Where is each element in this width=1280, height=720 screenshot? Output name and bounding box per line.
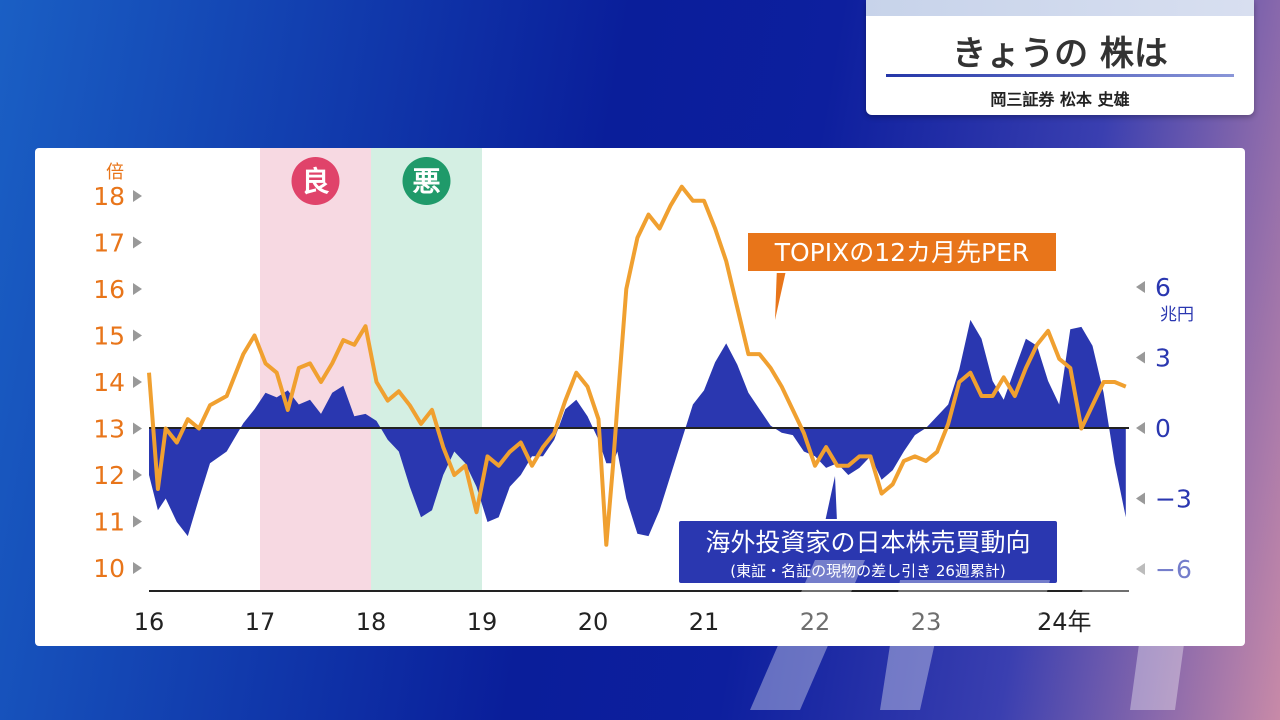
band-badge-label-1: 悪 <box>412 165 440 198</box>
x-tick-label: 19 <box>467 608 498 636</box>
left-tick-label: 13 <box>93 415 125 444</box>
per-line <box>147 184 1127 547</box>
chart-svg: 良悪161718192021222324年倍181716151413121110… <box>93 148 1194 636</box>
left-tick-arrow <box>133 329 142 342</box>
left-tick-label: 16 <box>93 275 125 304</box>
x-tick-label: 17 <box>245 608 276 636</box>
x-tick-label: 24年 <box>1037 608 1092 636</box>
right-tick-arrow <box>1136 281 1145 293</box>
right-tick-arrow <box>1136 563 1145 575</box>
left-tick-label: 11 <box>93 508 125 537</box>
right-tick-label: 6 <box>1155 273 1171 302</box>
right-tick-arrow <box>1136 351 1145 364</box>
title-rule <box>886 74 1234 77</box>
x-tick-label: 20 <box>578 608 609 636</box>
x-tick-label: 23 <box>911 608 942 636</box>
left-tick-arrow <box>133 469 142 481</box>
right-tick-label: −3 <box>1155 485 1192 514</box>
band-1 <box>371 148 482 591</box>
right-tick-arrow <box>1136 492 1145 505</box>
flow-callout-label: 海外投資家の日本株売買動向 <box>705 528 1030 557</box>
title-card: きょうの 株は 岡三証券 松本 史雄 <box>866 0 1254 115</box>
flow-callout-sublabel: (東証・名証の現物の差し引き 26週累計) <box>730 562 1006 580</box>
left-tick-arrow <box>133 376 142 388</box>
program-title: きょうの 株は <box>952 34 1168 74</box>
left-tick-arrow <box>133 515 142 528</box>
left-tick-arrow <box>133 422 142 435</box>
left-tick-label: 10 <box>93 554 125 583</box>
x-tick-label: 21 <box>689 608 720 636</box>
flow-callout-pointer <box>825 476 837 522</box>
band-badge-0 <box>291 157 340 205</box>
band-badge-1 <box>402 157 451 205</box>
watermark-logo <box>750 560 1240 710</box>
left-tick-arrow <box>133 190 142 202</box>
per-callout-label: TOPIXの12カ月先PER <box>774 238 1030 267</box>
right-tick-label: 0 <box>1155 414 1171 443</box>
right-axis-unit: 兆円 <box>1160 305 1194 325</box>
left-axis-unit: 倍 <box>106 162 124 183</box>
right-tick-label: 3 <box>1155 344 1171 373</box>
x-tick-label: 16 <box>134 608 165 636</box>
left-tick-label: 15 <box>93 322 125 351</box>
chart-panel: 良悪161718192021222324年倍181716151413121110… <box>35 148 1245 646</box>
per-callout-pointer <box>775 266 787 320</box>
left-tick-arrow <box>133 236 142 249</box>
title-card-topbar <box>866 0 1254 16</box>
left-tick-arrow <box>133 283 142 295</box>
left-tick-arrow <box>133 562 142 574</box>
x-tick-label: 18 <box>356 608 387 636</box>
left-tick-label: 14 <box>93 368 125 397</box>
per-callout-box <box>746 231 1058 273</box>
left-tick-label: 12 <box>93 461 125 490</box>
right-tick-arrow <box>1136 422 1145 434</box>
band-badge-label-0: 良 <box>301 165 329 198</box>
commentator-name: 岡三証券 松本 史雄 <box>990 90 1130 109</box>
x-tick-label: 22 <box>800 608 831 636</box>
left-tick-label: 17 <box>93 229 125 258</box>
flow-callout-box <box>677 519 1059 585</box>
right-tick-label: −6 <box>1155 555 1192 584</box>
left-tick-label: 18 <box>93 182 125 211</box>
